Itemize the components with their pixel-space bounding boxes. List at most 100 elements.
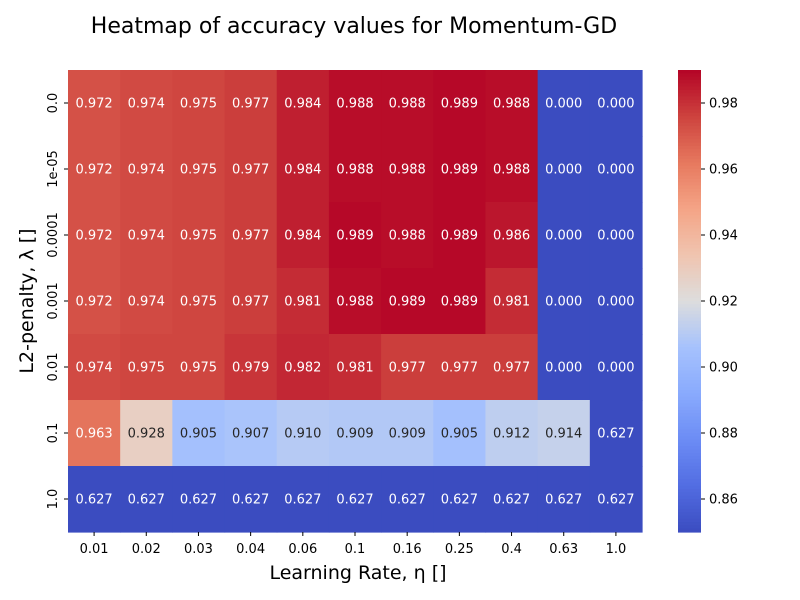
colorbar-segment [678,284,701,289]
colorbar-segment [678,317,701,322]
colorbar-segment [678,522,701,526]
colorbar-segment [678,159,701,163]
colorbar-segment [678,360,701,365]
cell-value-label: 0.914 [545,427,582,442]
colorbar-segment [678,129,701,134]
chart-title: Heatmap of accuracy values for Momentum-… [91,14,617,39]
heatmap-cell [537,466,591,533]
heatmap-cell [172,400,226,467]
heatmap-cell [433,466,487,533]
colorbar-segment [678,446,701,451]
cell-value-label: 0.988 [336,97,373,112]
cell-value-label: 0.989 [441,163,478,178]
colorbar-segment [678,380,701,385]
heatmap-cell [381,202,434,269]
cell-value-label: 0.975 [128,361,165,376]
heatmap-cell [328,268,382,335]
heatmap-cell [381,136,434,203]
heatmap-cell [485,400,539,467]
colorbar-segment [678,475,701,480]
colorbar-segment [678,258,701,262]
colorbar-segment [678,215,701,220]
colorbar-segment [678,188,701,193]
colorbar-segment [678,182,701,187]
x-tick-label: 0.25 [445,542,474,557]
colorbar-tick-label: 0.90 [709,361,738,376]
heatmap-cell [433,334,487,401]
cell-value-label: 0.627 [545,493,582,508]
colorbar-segment [678,449,701,454]
colorbar-segment [678,142,701,147]
cell-value-label: 0.977 [232,163,269,178]
heatmap-cell [68,466,121,533]
cell-value-label: 0.988 [336,295,373,310]
colorbar-tick-label: 0.96 [709,163,738,178]
heatmap-cell [172,268,226,335]
heatmap-cell [172,70,226,137]
colorbar-segment [678,393,701,398]
colorbar-segment [678,235,701,239]
heatmap-cell [224,136,278,203]
cell-value-label: 0.910 [284,427,321,442]
colorbar-segment [678,403,701,408]
colorbar-segment [678,152,701,157]
cell-value-label: 0.627 [597,493,634,508]
colorbar-segment [678,327,701,332]
y-tick-label: 1e-05 [46,150,61,188]
heatmap-cell [328,136,382,203]
heatmap-cell [68,334,121,401]
heatmap-cell [381,466,434,533]
cell-value-label: 0.000 [597,361,634,376]
heatmap-cell [224,400,278,467]
cell-value-label: 0.989 [389,295,426,310]
cell-value-label: 0.000 [545,229,582,244]
cell-value-label: 0.975 [180,295,217,310]
heatmap-cell [224,70,278,137]
cell-value-label: 0.986 [493,229,530,244]
cell-value-label: 0.989 [336,229,373,244]
colorbar-segment [678,221,701,226]
colorbar-segment [678,99,701,104]
colorbar-segment [678,268,701,272]
cell-value-label: 0.909 [336,427,373,442]
colorbar-segment [678,218,701,223]
cell-value-label: 0.989 [441,295,478,310]
heatmap-cell [537,334,591,401]
colorbar-segment [678,307,701,312]
y-tick-label: 0.01 [46,353,61,382]
colorbar-segment [678,515,701,520]
heatmap-cell [433,70,487,137]
cell-value-label: 0.977 [232,97,269,112]
y-axis-label: L2-penalty, λ [] [16,228,38,373]
colorbar-segment [678,294,701,299]
colorbar-tick-label: 0.88 [709,427,738,442]
heatmap-cell [276,466,330,533]
colorbar-segment [678,155,701,160]
cell-value-label: 0.974 [75,361,112,376]
x-tick-label: 0.06 [288,542,317,557]
colorbar-segment [678,126,701,130]
cell-value-label: 0.000 [545,97,582,112]
colorbar-segment [678,112,701,117]
colorbar-segment [678,347,701,352]
colorbar-segment [678,83,701,88]
colorbar-segment [678,228,701,233]
x-tick-label: 0.03 [184,542,213,557]
x-tick-label: 0.16 [393,542,422,557]
x-tick-label: 0.1 [345,542,366,557]
x-tick-label: 0.01 [80,542,109,557]
heatmap-cell [276,268,330,335]
cell-value-label: 0.977 [441,361,478,376]
cell-value-label: 0.627 [232,493,269,508]
cell-value-label: 0.627 [389,493,426,508]
colorbar-segment [678,93,701,97]
cell-value-label: 0.972 [75,97,112,112]
heatmap-cell [120,466,173,533]
cell-value-label: 0.988 [493,97,530,112]
colorbar-segment [678,86,701,91]
heatmap-cell [276,70,330,137]
heatmap-cell [381,70,434,137]
colorbar-segment [678,76,701,81]
colorbar-segment [678,353,701,358]
colorbar-segment [678,165,701,170]
